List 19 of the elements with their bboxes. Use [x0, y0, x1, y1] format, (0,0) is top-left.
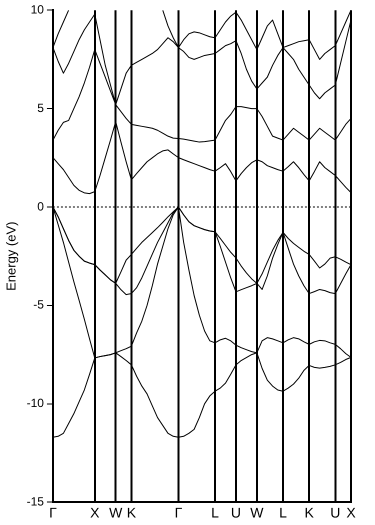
x-tick-label: W: [250, 504, 264, 520]
x-tick-label: K: [126, 504, 137, 520]
x-tick-label: W: [109, 504, 124, 520]
y-tick-label: 5: [37, 100, 44, 115]
x-tick-label: Γ: [49, 504, 58, 520]
y-tick-label: 0: [37, 199, 44, 214]
x-tick-label: Γ: [174, 504, 183, 520]
x-tick-label: X: [90, 504, 100, 520]
y-tick-label: -10: [26, 396, 44, 410]
x-tick-label: X: [346, 504, 356, 520]
y-tick-label: 10: [30, 2, 44, 17]
x-tick-label: L: [279, 504, 288, 520]
x-tick-label: U: [330, 504, 340, 520]
x-tick-label: U: [230, 504, 242, 520]
y-axis-title: Energy (eV): [3, 222, 18, 291]
y-tick-label: -5: [33, 298, 44, 312]
x-tick-label: K: [304, 504, 314, 520]
y-tick-label: -15: [26, 494, 44, 509]
x-tick-label: L: [211, 504, 220, 520]
